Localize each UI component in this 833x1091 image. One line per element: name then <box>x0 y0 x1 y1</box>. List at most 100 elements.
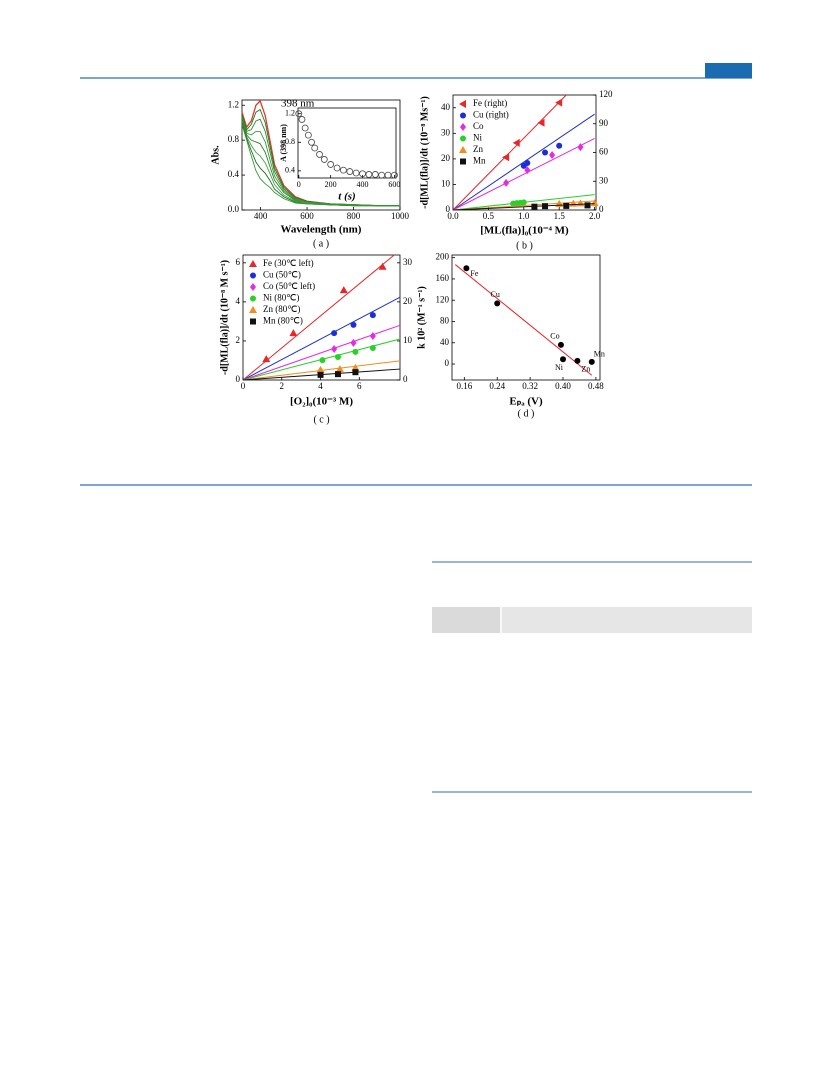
data-point <box>369 312 376 319</box>
x-axis-label: Wavelength (nm) <box>281 224 362 236</box>
data-point <box>576 199 585 207</box>
data-point <box>569 199 578 207</box>
x-axis-label: [ML(fla)]₀(10⁻⁴ M) <box>480 225 569 237</box>
data-point <box>298 116 306 123</box>
data-point <box>295 110 303 118</box>
x-tick-label: 0.5 <box>483 211 495 221</box>
legend-marker <box>460 135 466 142</box>
y2-tick-label: 90 <box>599 118 609 128</box>
point-label: Cu <box>491 290 500 299</box>
x-tick-label: 0.48 <box>588 381 604 391</box>
y2-tick-label: 20 <box>403 296 413 306</box>
caption: ( a ) <box>313 238 329 249</box>
data-point <box>334 371 341 378</box>
data-point <box>327 161 335 168</box>
y2-tick-label: 0 <box>599 204 604 214</box>
y-tick-label: 6 <box>236 257 241 267</box>
data-point <box>590 199 599 207</box>
data-point <box>371 171 379 178</box>
legend-marker <box>459 100 466 108</box>
legend-label: Mn <box>473 156 486 166</box>
header-tab <box>705 63 752 78</box>
point-label: Mn <box>594 350 605 359</box>
legend-label: Mn (80℃) <box>263 316 303 326</box>
y-tick-label: 40 <box>440 337 450 347</box>
y-tick-label: 0 <box>236 374 241 384</box>
legend-marker <box>250 295 256 302</box>
y-axis-label: Abs. <box>210 145 221 165</box>
data-point <box>555 98 563 107</box>
fit-line <box>452 94 567 211</box>
x-tick-label: 1000 <box>391 211 410 221</box>
legend-marker <box>460 123 466 131</box>
data-point <box>560 356 566 363</box>
x-tick-label: 6 <box>357 381 362 391</box>
legend-marker <box>249 306 257 313</box>
x-tick-label: 4 <box>318 381 323 391</box>
legend-label: Co <box>473 121 484 131</box>
plot-frame <box>242 254 401 381</box>
fit-line <box>454 264 593 376</box>
legend-label: Ni (80℃) <box>263 293 299 303</box>
plot-frame <box>297 107 397 179</box>
data-point <box>588 358 595 365</box>
caption: ( b ) <box>516 240 533 251</box>
x-tick-label: 1.5 <box>554 211 566 221</box>
data-point <box>556 142 563 149</box>
annotation: 398 nm <box>281 98 315 110</box>
x-tick-label: 2 <box>280 381 285 391</box>
data-point <box>339 286 348 294</box>
data-point <box>369 332 376 341</box>
data-point <box>502 153 510 162</box>
y2-tick-label: 30 <box>599 175 609 185</box>
data-point <box>346 168 354 175</box>
data-point <box>359 170 366 178</box>
data-point <box>378 262 387 270</box>
legend-label: Fe (right) <box>473 98 507 108</box>
spectrum-line <box>241 124 400 207</box>
legend-marker <box>460 112 466 119</box>
data-point <box>319 357 326 364</box>
x-tick-label: 0.16 <box>456 381 472 391</box>
y-tick-label: 2 <box>236 335 241 345</box>
legend-label: Zn <box>473 144 483 154</box>
x-tick-label: 400 <box>357 180 369 189</box>
data-point <box>316 365 325 373</box>
y-tick-label: 0.8 <box>228 134 240 144</box>
data-point <box>563 202 570 209</box>
y-tick-label: 0 <box>445 358 450 368</box>
data-point <box>311 144 319 152</box>
y-tick-label: 40 <box>441 102 451 112</box>
data-point <box>369 344 376 351</box>
data-point <box>494 300 501 307</box>
x-tick-label: 0 <box>241 381 246 391</box>
y-tick-label: 160 <box>436 273 450 283</box>
point-label: Ni <box>555 363 564 372</box>
y-tick-label: 80 <box>440 316 450 326</box>
point-label: Fe <box>470 269 478 278</box>
x-tick-label: 400 <box>254 211 268 221</box>
legend-marker <box>459 146 467 153</box>
data-point <box>262 355 271 363</box>
x-tick-label: 600 <box>300 211 314 221</box>
legend-label: Cu (right) <box>473 110 509 120</box>
point-label: Co <box>550 332 559 341</box>
plot-frame <box>451 254 601 381</box>
legend-label: Fe (30℃ left) <box>263 258 314 268</box>
y-tick-label: 0.4 <box>285 166 295 175</box>
data-point <box>350 321 357 328</box>
y-axis-label: -d[ML(fla)]/dt (10⁻⁸ M s⁻¹) <box>219 260 230 375</box>
data-point <box>524 166 531 175</box>
y2-tick-label: 60 <box>599 147 609 157</box>
data-point <box>512 138 520 147</box>
legend-marker <box>460 158 466 165</box>
data-point <box>289 329 298 337</box>
data-point <box>304 131 312 139</box>
data-point <box>352 169 360 177</box>
legend-label: Cu (50℃) <box>263 270 301 280</box>
data-point <box>557 341 564 348</box>
x-tick-label: 200 <box>325 180 337 189</box>
x-tick-label: 0.40 <box>555 381 571 391</box>
fit-line <box>452 137 595 211</box>
